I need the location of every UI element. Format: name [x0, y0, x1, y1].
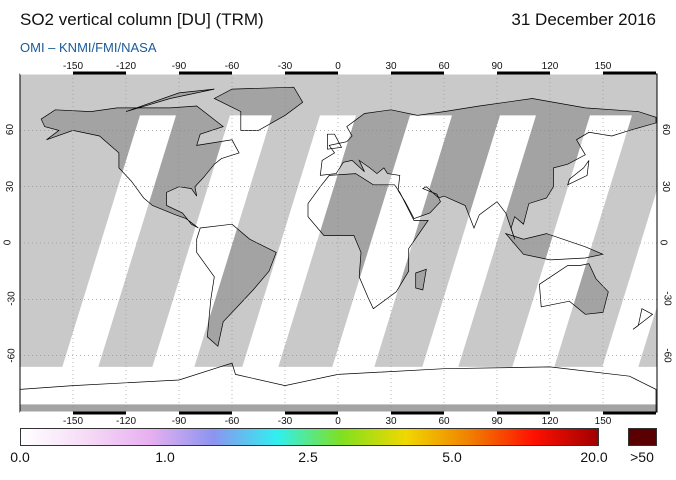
- colorbar-overflow-label: >50: [630, 449, 654, 465]
- coastline-japan: [567, 160, 590, 186]
- longitude-tick-label: -90: [171, 61, 187, 72]
- orbit-swath: [60, 115, 176, 375]
- orbit-swath: [420, 115, 536, 375]
- longitude-tick-label: 150: [594, 416, 612, 427]
- orbit-swath: [150, 115, 272, 375]
- longitude-tick-label: 150: [594, 61, 612, 72]
- colorbar-label: 20.0: [580, 449, 608, 465]
- landmass-greenland: [214, 87, 303, 131]
- antarctic-data-region: [20, 366, 657, 405]
- longitude-tick-label: -60: [224, 61, 240, 72]
- longitude-tick-label: -30: [277, 416, 293, 427]
- orbit-swath: [510, 115, 632, 375]
- coastline-madagascar: [415, 268, 427, 291]
- colorbar: [20, 428, 599, 446]
- orbit-swath: [240, 115, 356, 375]
- coastline-south-america: [196, 223, 277, 347]
- longitude-tick-label: -30: [277, 61, 293, 72]
- latitude-tick-label: 30: [5, 180, 17, 192]
- coastline-new-zealand: [632, 308, 654, 330]
- coastline-uk: [327, 133, 343, 150]
- coastline-australia: [539, 263, 609, 315]
- longitude-tick-label: 0: [335, 61, 341, 72]
- longitude-tick-label: -150: [62, 61, 84, 72]
- longitude-tick-label: 90: [491, 61, 503, 72]
- latitude-tick-label: -30: [6, 291, 18, 307]
- longitude-tick-label: -120: [115, 416, 137, 427]
- longitude-tick-label: 60: [438, 416, 450, 427]
- longitude-tick-label: -120: [115, 61, 137, 72]
- map-subtitle: OMI – KNMI/FMI/NASA: [20, 40, 157, 55]
- longitude-tick-label: -150: [62, 416, 84, 427]
- coastline-eurasia: [319, 98, 657, 240]
- longitude-tick-label: 120: [541, 416, 559, 427]
- coastline-arctic-islands: [125, 88, 215, 112]
- coastline-north-america: [40, 105, 240, 229]
- map-title: SO2 vertical column [DU] (TRM): [20, 10, 264, 29]
- latitude-tick-label: -30: [661, 291, 673, 307]
- colorbar-label: 0.0: [10, 449, 30, 465]
- longitude-tick-label: 30: [385, 416, 397, 427]
- colorbar-label: 2.5: [298, 449, 318, 465]
- latitude-tick-label: 30: [660, 180, 672, 192]
- orbit-swath: [330, 115, 452, 375]
- latitude-tick-label: 0: [657, 239, 669, 246]
- longitude-tick-label: 120: [541, 61, 559, 72]
- latitude-tick-label: 60: [5, 124, 17, 136]
- latitude-tick-label: -60: [661, 347, 673, 363]
- longitude-tick-label: 90: [491, 416, 503, 427]
- longitude-tick-label: 30: [385, 61, 397, 72]
- latitude-tick-label: -60: [6, 347, 18, 363]
- coastline-greenland: [213, 86, 304, 131]
- colorbar-overflow-box: [628, 428, 657, 446]
- latitude-tick-label: 0: [2, 239, 14, 246]
- colorbar-label: 5.0: [442, 449, 462, 465]
- colorbar-label: 1.0: [155, 449, 175, 465]
- longitude-tick-label: 60: [438, 61, 450, 72]
- coastline-africa: [307, 173, 429, 310]
- coastline-antarctica: [19, 362, 657, 413]
- map-date: 31 December 2016: [511, 10, 656, 29]
- longitude-tick-label: 0: [335, 416, 341, 427]
- longitude-tick-label: -60: [224, 416, 240, 427]
- latitude-tick-label: 60: [660, 124, 672, 136]
- longitude-tick-label: -90: [171, 416, 187, 427]
